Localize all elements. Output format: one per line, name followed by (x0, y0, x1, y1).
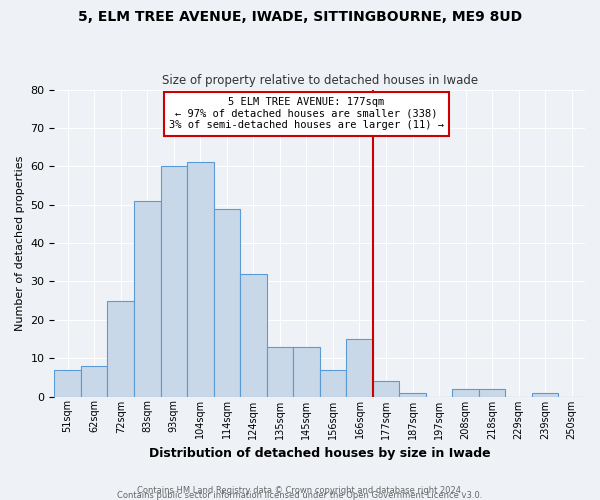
Bar (266, 346, 293, 397)
X-axis label: Distribution of detached houses by size in Iwade: Distribution of detached houses by size … (149, 447, 491, 460)
Text: Contains HM Land Registry data © Crown copyright and database right 2024.: Contains HM Land Registry data © Crown c… (137, 486, 463, 495)
Text: 5, ELM TREE AVENUE, IWADE, SITTINGBOURNE, ME9 8UD: 5, ELM TREE AVENUE, IWADE, SITTINGBOURNE… (78, 10, 522, 24)
Bar (293, 346, 320, 397)
Bar (81, 366, 107, 396)
Bar (320, 370, 346, 396)
Bar (187, 162, 214, 396)
Bar (399, 392, 426, 396)
Bar (240, 274, 266, 396)
Bar (373, 381, 399, 396)
Bar (134, 201, 161, 396)
Bar (214, 208, 240, 396)
Text: Contains public sector information licensed under the Open Government Licence v3: Contains public sector information licen… (118, 490, 482, 500)
Y-axis label: Number of detached properties: Number of detached properties (15, 156, 25, 330)
Bar (55, 370, 81, 396)
Bar (452, 389, 479, 396)
Bar (532, 392, 559, 396)
Bar (161, 166, 187, 396)
Text: 5 ELM TREE AVENUE: 177sqm
← 97% of detached houses are smaller (338)
3% of semi-: 5 ELM TREE AVENUE: 177sqm ← 97% of detac… (169, 97, 444, 130)
Bar (346, 339, 373, 396)
Title: Size of property relative to detached houses in Iwade: Size of property relative to detached ho… (161, 74, 478, 87)
Bar (107, 300, 134, 396)
Bar (479, 389, 505, 396)
